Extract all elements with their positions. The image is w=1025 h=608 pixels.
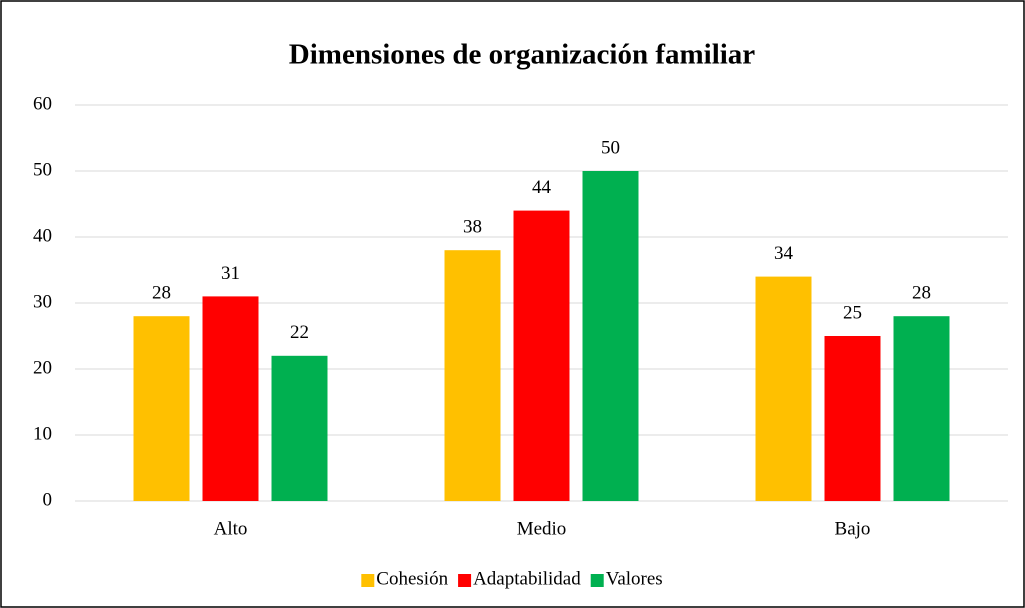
data-label: 31 [221, 263, 240, 284]
bar [202, 296, 259, 501]
bar [824, 336, 881, 501]
legend-swatch [458, 574, 472, 587]
legend-swatch [361, 574, 375, 587]
legend-label: Valores [606, 568, 663, 589]
bar [893, 316, 950, 501]
y-tick-label: 30 [33, 291, 52, 312]
y-tick-label: 50 [33, 159, 52, 180]
legend-label: Adaptabilidad [473, 568, 581, 589]
bar [271, 355, 328, 501]
bar [582, 171, 639, 501]
data-label: 22 [290, 322, 309, 343]
bar [444, 250, 501, 501]
x-tick-label: Medio [517, 518, 567, 539]
y-tick-label: 40 [33, 225, 52, 246]
legend-swatch [590, 574, 604, 587]
y-tick-label: 10 [33, 423, 52, 444]
bar [755, 276, 812, 501]
data-label: 50 [601, 137, 620, 158]
data-label: 28 [152, 283, 171, 304]
bar [133, 316, 190, 501]
x-tick-label: Alto [214, 518, 248, 539]
chart-title: Dimensiones de organización familiar [289, 39, 756, 71]
bar [513, 210, 570, 501]
y-tick-label: 20 [33, 357, 52, 378]
y-tick-label: 60 [33, 93, 52, 114]
legend-label: Cohesión [376, 568, 448, 589]
data-label: 34 [774, 243, 794, 264]
data-label: 25 [843, 302, 862, 323]
x-tick-label: Bajo [835, 518, 871, 539]
data-label: 44 [532, 177, 552, 198]
data-label: 28 [912, 283, 931, 304]
data-label: 38 [463, 217, 482, 238]
y-tick-label: 0 [43, 489, 53, 510]
